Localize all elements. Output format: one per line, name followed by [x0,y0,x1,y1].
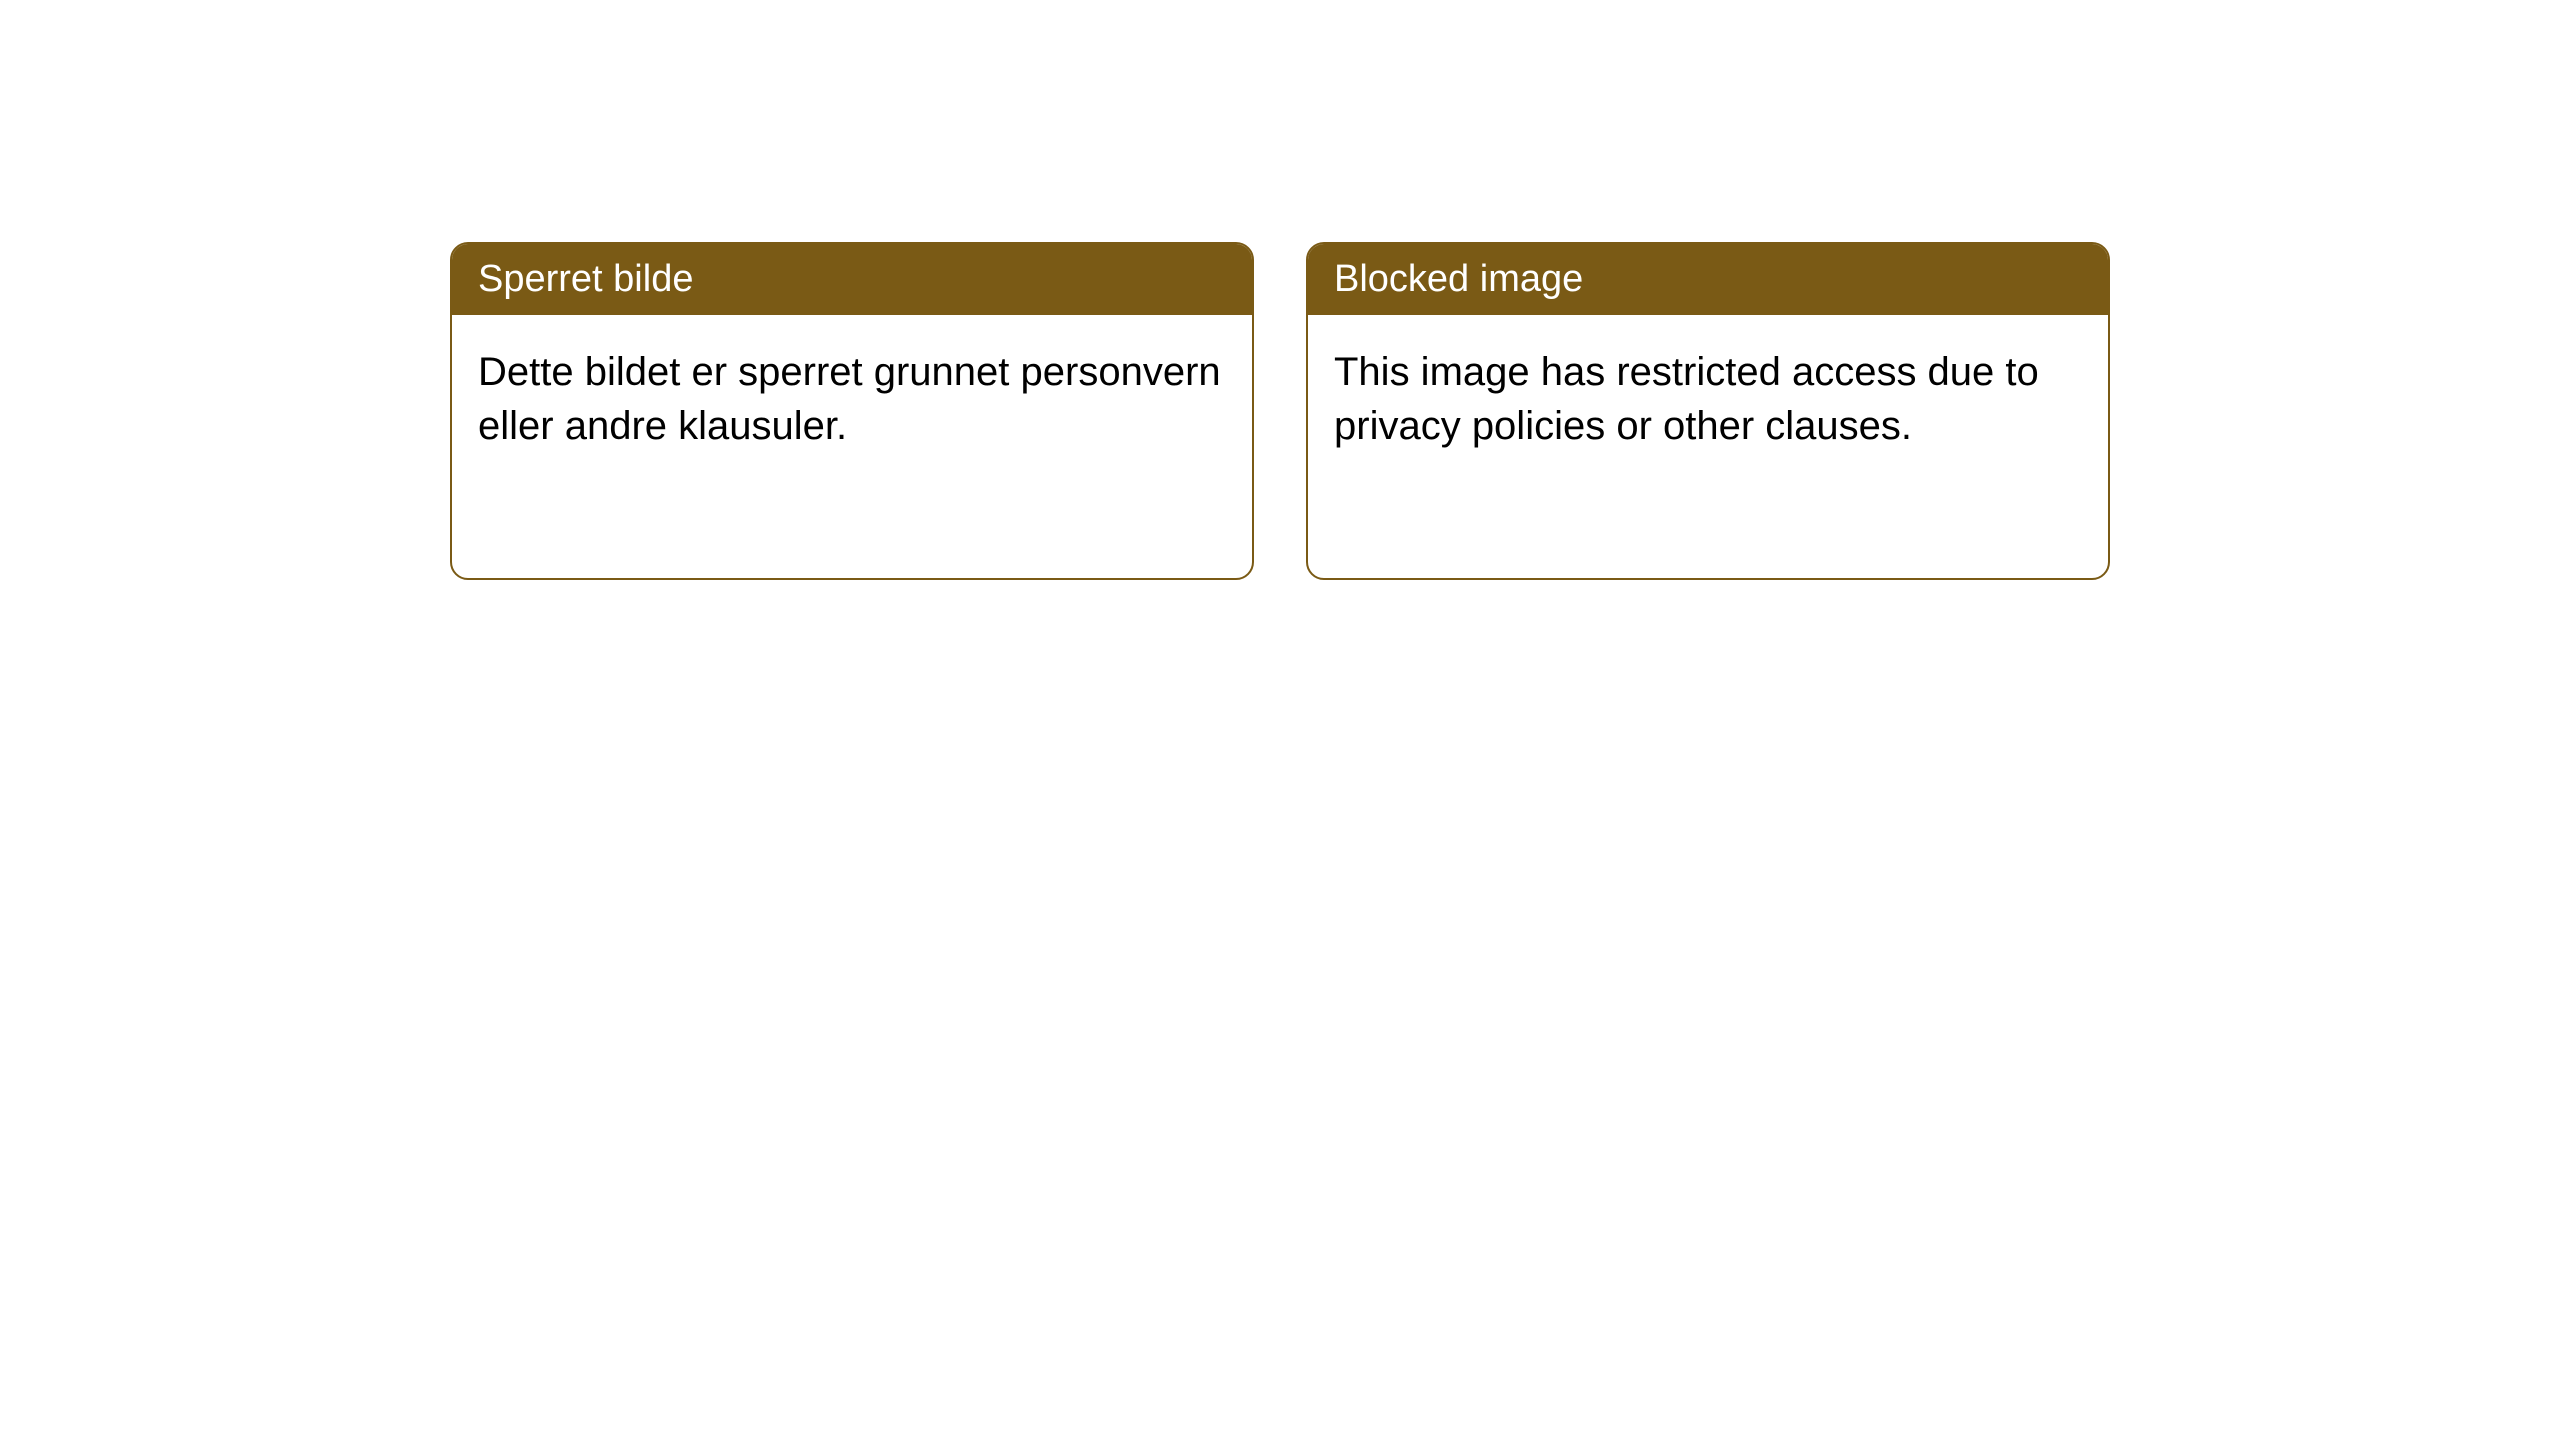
card-body: Dette bildet er sperret grunnet personve… [452,315,1252,483]
card-body-text: This image has restricted access due to … [1334,350,2039,448]
card-header: Sperret bilde [452,244,1252,315]
card-body: This image has restricted access due to … [1308,315,2108,483]
blocked-image-card-en: Blocked image This image has restricted … [1306,242,2110,580]
card-body-text: Dette bildet er sperret grunnet personve… [478,350,1221,448]
card-header: Blocked image [1308,244,2108,315]
blocked-image-card-no: Sperret bilde Dette bildet er sperret gr… [450,242,1254,580]
card-title: Blocked image [1334,258,1583,300]
notice-container: Sperret bilde Dette bildet er sperret gr… [450,242,2110,580]
card-title: Sperret bilde [478,258,693,300]
